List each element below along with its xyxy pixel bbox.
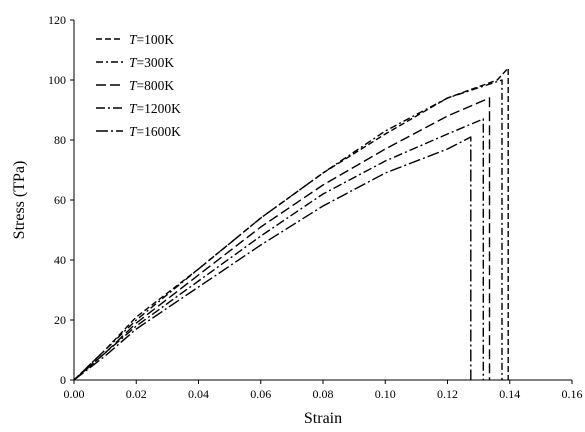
series-line-1 [73, 67, 509, 381]
y-tick-label: 120 [48, 13, 66, 27]
y-tick-label: 80 [54, 133, 66, 147]
x-tick-label: 0.12 [437, 387, 458, 401]
x-tick-label: 0.04 [188, 387, 209, 401]
x-tick-label: 0.10 [375, 387, 396, 401]
legend-var: T [129, 78, 138, 93]
legend-value: =1600K [137, 124, 182, 139]
y-tick-label: 20 [54, 313, 66, 327]
legend-var: T [129, 101, 138, 116]
y-tick-label: 100 [48, 73, 66, 87]
y-axis-label: Stress (TPa) [11, 161, 28, 240]
series-line-2 [73, 79, 503, 381]
legend-item-2: T=300K [129, 55, 174, 70]
legend-value: =1200K [137, 101, 182, 116]
legend-var: T [129, 124, 138, 139]
x-tick-label: 0.16 [562, 387, 583, 401]
legend-var: T [129, 55, 138, 70]
series-lines [73, 67, 509, 381]
axis-ticks: 0.00 0.02 0.04 0.06 0.08 0.10 0.12 0.14 0.16 0 20 4… [48, 13, 583, 401]
x-tick-label: 0.00 [64, 387, 85, 401]
y-tick-label: 40 [54, 253, 66, 267]
series-line-4 [73, 118, 484, 381]
series-line-5 [73, 136, 472, 381]
legend-item-5: T=1600K [129, 124, 181, 139]
x-tick-label: 0.02 [126, 387, 147, 401]
legend-item-3: T=800K [129, 78, 174, 93]
series-line-3 [73, 97, 491, 381]
x-tick-label: 0.06 [250, 387, 271, 401]
x-tick-label: 0.08 [313, 387, 334, 401]
legend-item-1: T=100K [129, 32, 174, 47]
y-tick-label: 0 [60, 373, 66, 387]
legend-value: =300K [137, 55, 175, 70]
legend-value: =100K [137, 32, 175, 47]
legend-value: =800K [137, 78, 175, 93]
legend-item-4: T=1200K [129, 101, 181, 116]
y-tick-label: 60 [54, 193, 66, 207]
x-axis-label: Strain [304, 410, 342, 427]
axes [73, 20, 572, 381]
x-tick-label: 0.14 [499, 387, 520, 401]
legend-var: T [129, 32, 138, 47]
